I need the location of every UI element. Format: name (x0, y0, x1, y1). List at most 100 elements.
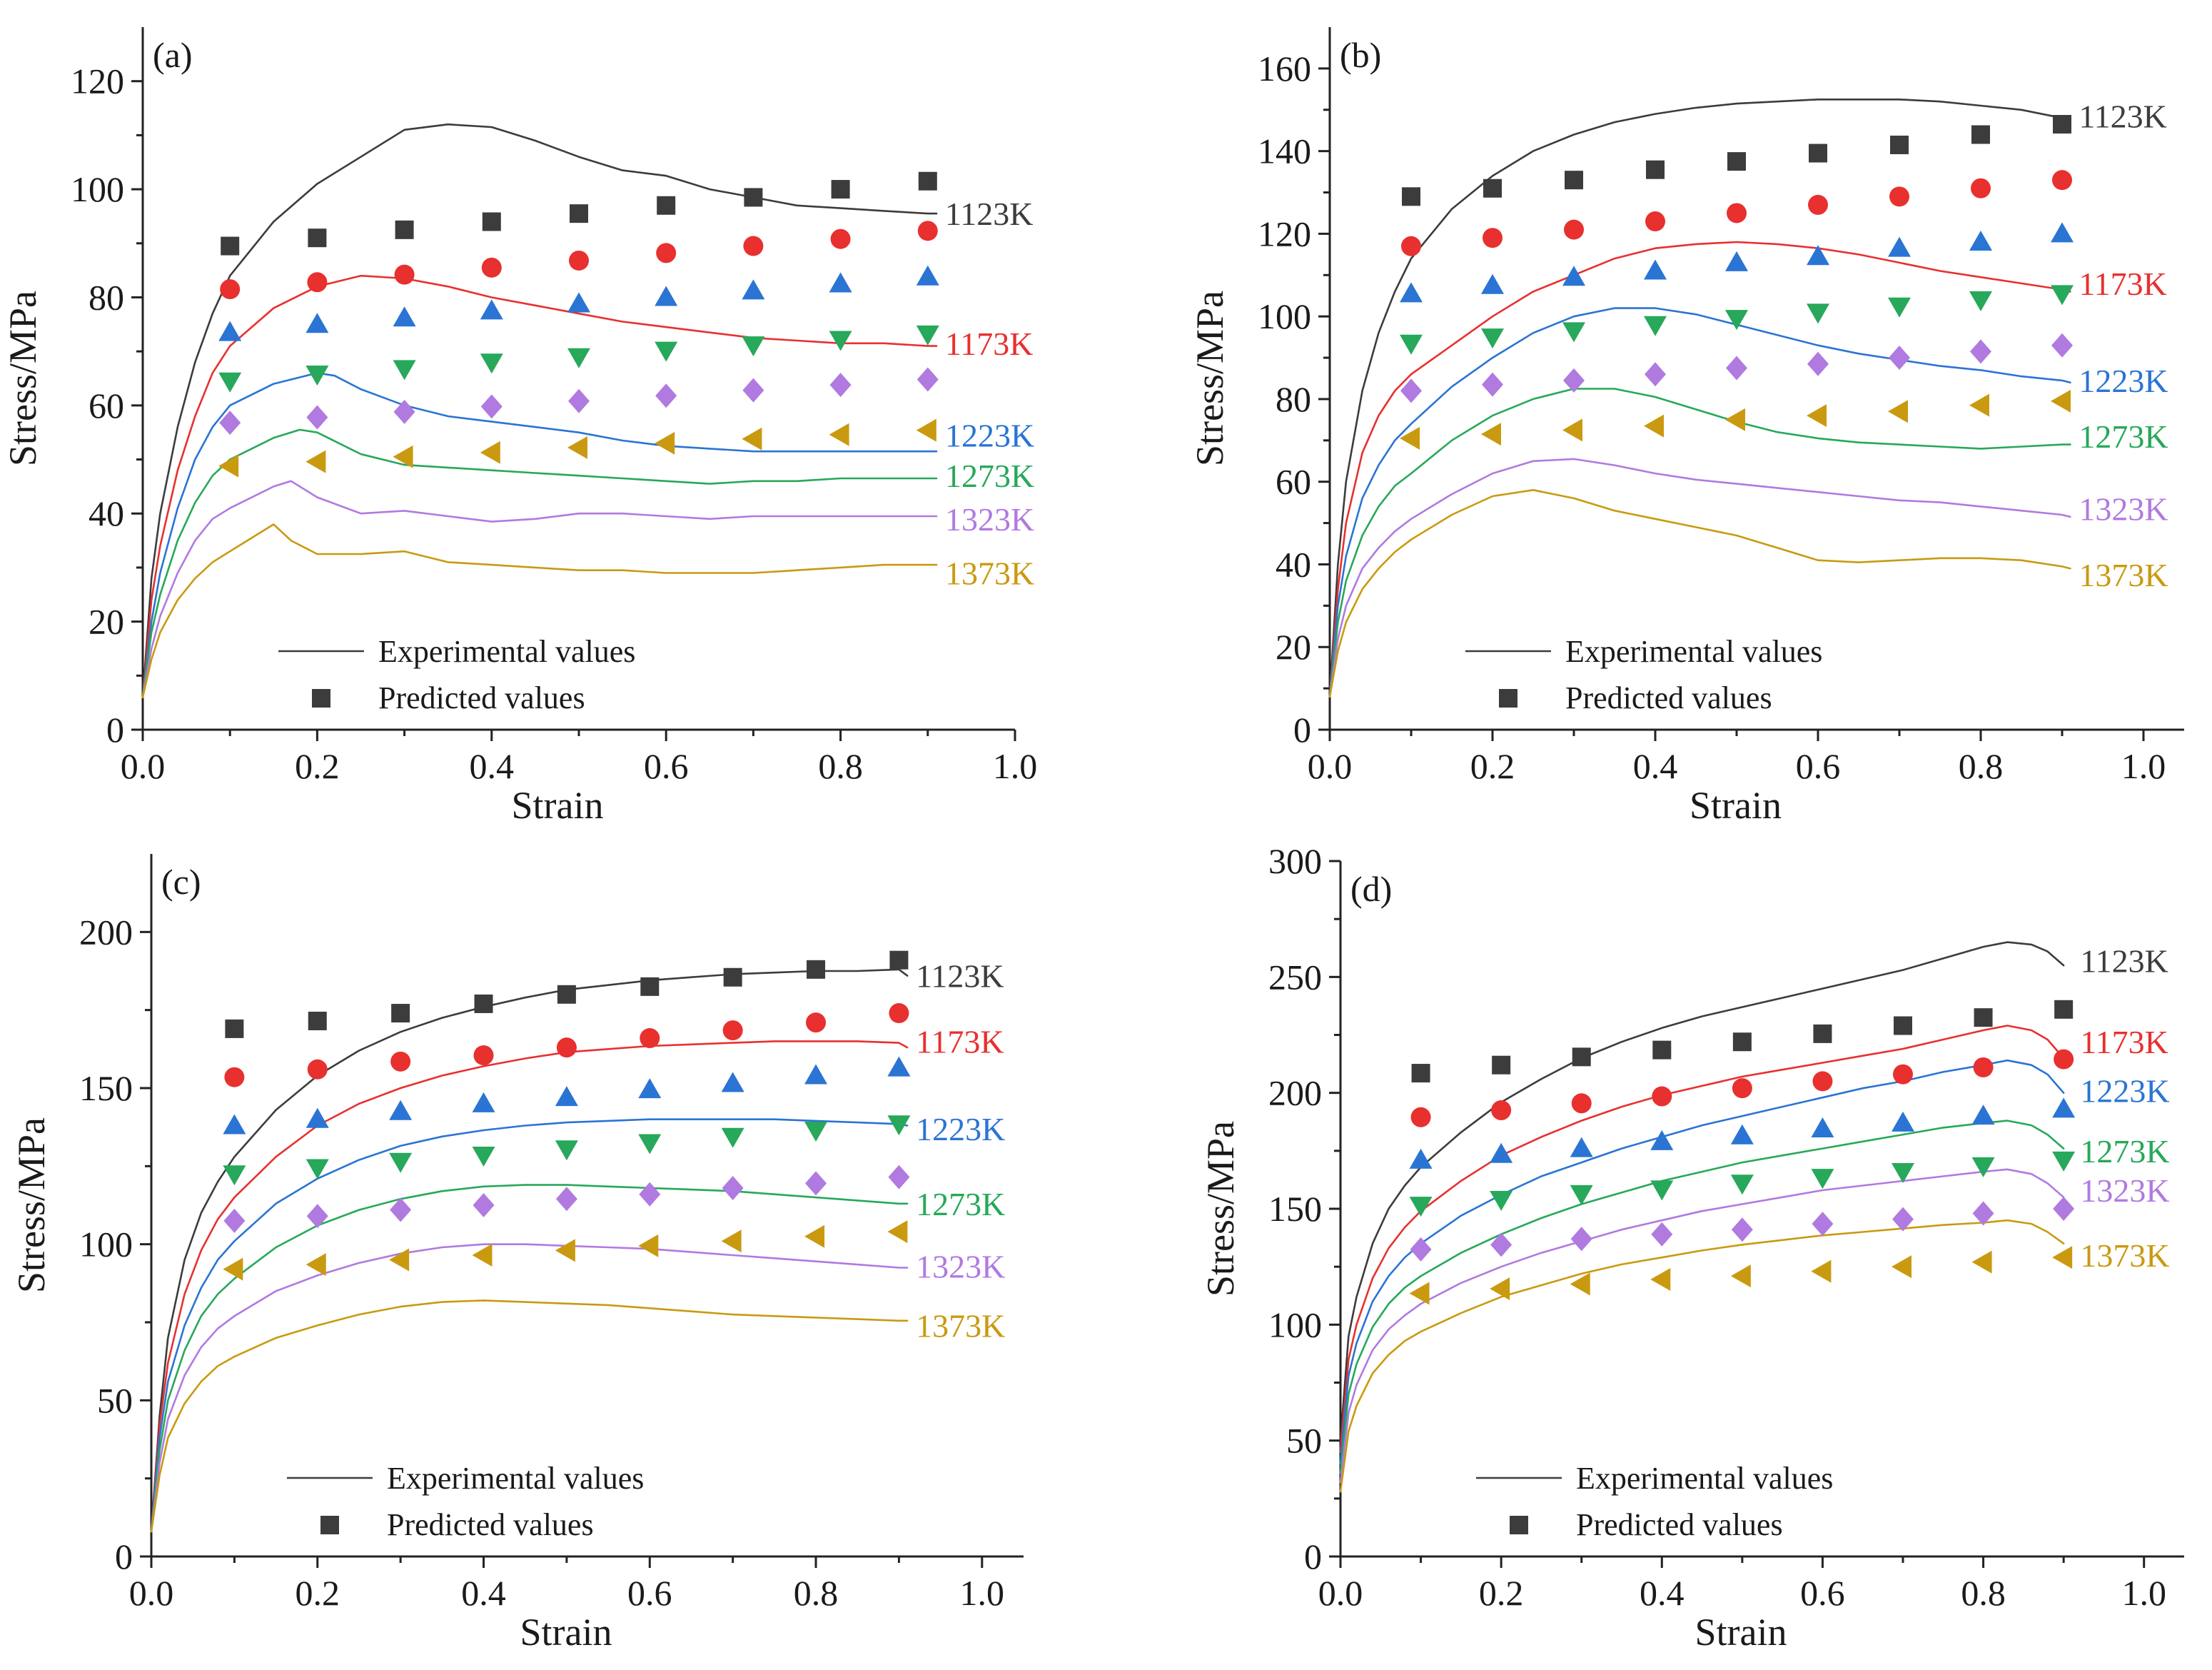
predicted-point-1373K (305, 450, 326, 473)
predicted-point-1373K (1725, 408, 1745, 431)
predicted-point-1223K (305, 313, 329, 333)
chart-panel-4: 0.0 0.2 0.4 0.6 0.8 1.0 0 50 100 150 200 250 300 Stra… (1199, 841, 2184, 1654)
predicted-point-1373K (1892, 1255, 1911, 1279)
predicted-point-1273K (1481, 328, 1504, 349)
predicted-point-1323K (1807, 351, 1829, 376)
predicted-point-1223K (223, 1114, 246, 1135)
experimental-line-1323K (150, 1243, 909, 1533)
predicted-point-1273K (223, 1165, 246, 1186)
predicted-point-1323K (390, 1197, 412, 1222)
predicted-point-1173K (1571, 1093, 1592, 1114)
predicted-point-1173K (1808, 194, 1828, 215)
temperature-label-1273K: 1273K (2080, 1133, 2169, 1169)
predicted-point-1223K (305, 1107, 329, 1128)
predicted-point-1373K (1730, 1264, 1751, 1288)
predicted-point-1173K (2054, 1049, 2074, 1070)
y-tick-label: 100 (71, 169, 124, 209)
predicted-point-1273K (1400, 334, 1423, 355)
predicted-point-1323K (1892, 1207, 1914, 1232)
predicted-point-1273K (555, 1140, 578, 1161)
predicted-point-1373K (2051, 389, 2071, 413)
predicted-point-1373K (1409, 1282, 1430, 1305)
predicted-point-1373K (1969, 393, 1989, 417)
x-tick-label: 0.8 (794, 1573, 839, 1613)
temperature-label-1273K: 1273K (945, 458, 1034, 494)
y-tick-label: 80 (89, 277, 124, 317)
predicted-point-1373K (655, 431, 675, 455)
y-tick-label: 40 (1276, 544, 1311, 584)
predicted-point-1223K (1650, 1130, 1674, 1150)
y-tick-label: 100 (1268, 1304, 1322, 1344)
experimental-line-1123K (150, 968, 909, 1533)
predicted-point-1273K (829, 331, 852, 351)
predicted-point-1373K (2052, 1246, 2073, 1269)
predicted-point-1123K (1492, 1055, 1511, 1075)
temperature-label-1173K: 1173K (2080, 1024, 2168, 1060)
predicted-point-1273K (1570, 1184, 1593, 1205)
predicted-point-1173K (1893, 1064, 1913, 1085)
predicted-point-1123K (482, 212, 501, 231)
predicted-point-1323K (306, 405, 328, 430)
predicted-point-1273K (2052, 1151, 2076, 1172)
predicted-point-1273K (1971, 1157, 1995, 1177)
predicted-point-1273K (1409, 1197, 1433, 1217)
predicted-point-1173K (917, 221, 938, 241)
x-axis-title: Strain (1690, 784, 1782, 827)
predicted-point-1323K (223, 1208, 246, 1233)
predicted-point-1173K (1564, 219, 1584, 240)
x-tick-label: 0.0 (129, 1573, 174, 1613)
predicted-point-1173K (830, 228, 851, 249)
predicted-point-1373K (305, 1253, 326, 1277)
y-axis-title: Stress/MPa (1188, 291, 1231, 466)
predicted-point-1223K (2052, 1097, 2076, 1118)
predicted-point-1323K (1645, 362, 1666, 387)
predicted-point-1223K (1490, 1142, 1513, 1163)
panel-label: (d) (1350, 869, 1392, 909)
legend-square-swatch (320, 1516, 339, 1534)
predicted-point-1373K (1570, 1272, 1590, 1296)
x-tick-label: 0.8 (1959, 746, 2004, 786)
legend-predicted-label: Predicted values (1576, 1507, 1783, 1542)
predicted-point-1273K (916, 325, 939, 346)
predicted-point-1173K (1645, 211, 1665, 232)
panel-label: (c) (161, 862, 201, 902)
temperature-label-1173K: 1173K (916, 1023, 1004, 1060)
predicted-point-1173K (1889, 186, 1909, 207)
temperature-label-1373K: 1373K (2079, 557, 2168, 593)
predicted-point-1223K (1570, 1137, 1593, 1157)
x-tick-label: 0.0 (121, 746, 166, 786)
predicted-point-1273K (393, 360, 416, 381)
x-tick-label: 0.6 (627, 1573, 672, 1613)
predicted-point-1273K (1969, 291, 1992, 312)
predicted-point-1173K (640, 1028, 660, 1049)
predicted-point-1123K (1894, 1016, 1912, 1035)
x-tick-label: 0.2 (1470, 746, 1515, 786)
predicted-point-1273K (1725, 310, 1748, 331)
predicted-point-1123K (1971, 125, 1990, 144)
predicted-point-1223K (1892, 1111, 1914, 1132)
predicted-point-1223K (1971, 1105, 1995, 1125)
chart-panel-2: 0.0 0.2 0.4 0.6 0.8 1.0 0 20 40 60 80 100 120 140 160 S… (1188, 27, 2184, 827)
predicted-point-1373K (1650, 1268, 1671, 1292)
temperature-label-1373K: 1373K (2080, 1237, 2169, 1274)
y-tick-label: 0 (1304, 1536, 1322, 1576)
experimental-line-1273K (141, 428, 938, 698)
predicted-point-1123K (744, 188, 763, 207)
legend-predicted-label: Predicted values (378, 680, 585, 715)
temperature-label-1323K: 1323K (916, 1248, 1005, 1284)
predicted-point-1323K (1726, 356, 1747, 381)
legend-experimental-label: Experimental values (1565, 634, 1822, 669)
legend-experimental-label: Experimental values (387, 1461, 644, 1496)
predicted-point-1373K (472, 1243, 493, 1267)
predicted-point-1123K (723, 967, 742, 987)
predicted-point-1323K (568, 388, 590, 413)
predicted-point-1173K (1483, 228, 1503, 248)
experimental-line-1173K (141, 274, 938, 698)
predicted-point-1373K (1971, 1250, 1992, 1274)
predicted-point-1123K (1890, 135, 1909, 154)
experimental-line-1273K (1328, 388, 2071, 698)
experimental-line-1373K (1328, 489, 2071, 698)
panel-label: (a) (153, 35, 193, 75)
temperature-label-1123K: 1123K (2080, 943, 2168, 980)
x-tick-label: 1.0 (2121, 746, 2166, 786)
